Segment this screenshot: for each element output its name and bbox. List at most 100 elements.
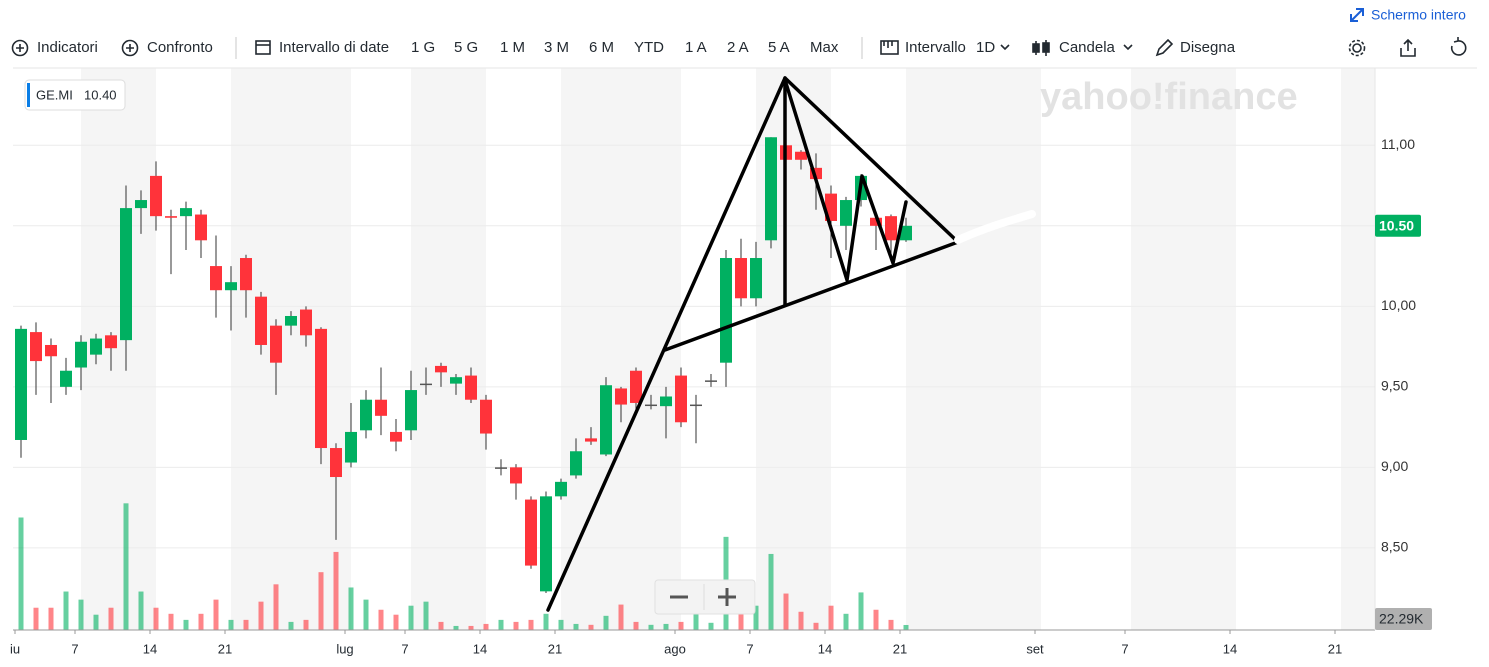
candle-body xyxy=(885,216,897,241)
zigzag xyxy=(783,78,908,282)
chevron xyxy=(1000,44,1010,51)
candle-body xyxy=(30,332,42,362)
candle-body xyxy=(285,315,297,326)
candle-body xyxy=(795,151,807,160)
candle-body xyxy=(720,258,732,363)
reset-icon[interactable] xyxy=(1450,37,1467,56)
toolbar-item[interactable]: Disegna xyxy=(1180,39,1236,56)
candle-body xyxy=(15,328,27,440)
x-tick-label: set xyxy=(1026,641,1044,656)
volume-bar xyxy=(783,593,789,630)
triangle xyxy=(546,76,960,612)
week-band xyxy=(1131,68,1236,630)
volume-bar xyxy=(198,613,204,630)
y-tick-label: 9,50 xyxy=(1381,378,1408,394)
toolbar-item[interactable]: 1 A xyxy=(685,39,707,56)
candle-body xyxy=(810,167,822,180)
volume-bar xyxy=(378,609,384,630)
volume-bar xyxy=(348,587,354,630)
icon xyxy=(255,40,271,55)
toolbar-item[interactable]: Indicatori xyxy=(37,39,98,56)
toolbar-item[interactable]: 1D xyxy=(976,39,995,56)
icon xyxy=(126,44,134,52)
volume-bar xyxy=(513,621,519,630)
toolbar-item[interactable]: Candela xyxy=(1059,39,1116,56)
volume-bar xyxy=(423,601,429,630)
x-tick-label: 21 xyxy=(548,641,562,656)
week-band xyxy=(906,68,1041,630)
toolbar-item[interactable]: 5 A xyxy=(768,39,790,56)
icon xyxy=(1155,38,1174,57)
candle-body xyxy=(360,399,372,431)
zoom-control xyxy=(654,579,756,615)
candle-body xyxy=(690,404,702,407)
candle-body xyxy=(315,328,327,449)
volume-tag: 22.29K xyxy=(1379,611,1424,627)
toolbar-item[interactable]: 3 M xyxy=(544,39,569,56)
toolbar-item[interactable]: 2 A xyxy=(727,39,749,56)
candle-body xyxy=(390,431,402,442)
volume-bar xyxy=(813,622,819,630)
candle-body xyxy=(420,383,432,386)
volume-bar xyxy=(33,607,39,630)
x-tick-label: 14 xyxy=(1223,641,1237,656)
candle-body xyxy=(585,438,597,442)
fullscreen-link[interactable]: Schermo intero xyxy=(1371,7,1466,23)
toolbar-item[interactable]: Confronto xyxy=(147,39,213,56)
volume-bar xyxy=(108,607,114,630)
candle-body xyxy=(675,375,687,423)
share-icon[interactable] xyxy=(1400,38,1416,57)
x-tick-label: lug xyxy=(336,641,353,656)
toolbar-item[interactable]: 1 G xyxy=(411,39,435,56)
week-bands xyxy=(81,68,1375,630)
fullscreen-icon xyxy=(1350,8,1364,22)
candle-body xyxy=(90,338,102,355)
x-tick-label: 21 xyxy=(893,641,907,656)
volume-bar xyxy=(903,624,909,630)
volume-bar xyxy=(618,604,624,630)
x-tick-label: 21 xyxy=(218,641,232,656)
volume-bar xyxy=(393,614,399,630)
candle-body xyxy=(270,325,282,363)
icon xyxy=(880,40,899,55)
toolbar-item[interactable]: 1 M xyxy=(500,39,525,56)
volume-bar xyxy=(288,621,294,630)
legend-symbol: GE.MI xyxy=(36,87,73,102)
candle-body xyxy=(300,309,312,336)
candle-body xyxy=(195,214,207,241)
legend-value: 10.40 xyxy=(84,87,117,102)
y-tick-label: 8,50 xyxy=(1381,539,1408,555)
volume-bar xyxy=(213,599,219,630)
legend-box[interactable] xyxy=(24,79,126,111)
toolbar-item[interactable]: YTD xyxy=(634,39,664,56)
volume-bar xyxy=(753,605,759,630)
y-tick-label: 10,00 xyxy=(1381,297,1416,313)
volume-bar xyxy=(528,619,534,630)
toolbar-item[interactable]: 5 G xyxy=(454,39,478,56)
candle-body xyxy=(900,225,912,241)
toolbar-item[interactable]: 6 M xyxy=(589,39,614,56)
legend-swatch xyxy=(27,83,30,107)
candle-body xyxy=(615,388,627,405)
candle-body xyxy=(540,496,552,592)
toolbar-item[interactable]: Intervallo di date xyxy=(279,39,389,56)
price-tag: 10.50 xyxy=(1379,218,1414,234)
toolbar-item[interactable]: Intervallo xyxy=(905,39,966,56)
candle-body xyxy=(405,390,417,431)
volume-bar xyxy=(438,621,444,630)
toolbar-item[interactable]: Max xyxy=(810,39,839,56)
volume-bar xyxy=(333,551,339,630)
x-tick-label: ago xyxy=(664,641,686,656)
candle-body xyxy=(255,296,267,345)
axes: iu 7 14 21 lug 7 14 21 ago 7 14 21 set 7 14 21 8,50 9,00 9… xyxy=(10,136,1432,656)
volume-bar xyxy=(573,623,579,630)
x-tick-label: iu xyxy=(10,641,20,656)
candle-body xyxy=(600,385,612,455)
chevron xyxy=(1123,44,1133,51)
candle-body xyxy=(510,467,522,484)
candle-body xyxy=(60,370,72,387)
volume-bar xyxy=(318,572,324,630)
volume-bar xyxy=(498,619,504,630)
settings-icon[interactable] xyxy=(1352,43,1362,53)
